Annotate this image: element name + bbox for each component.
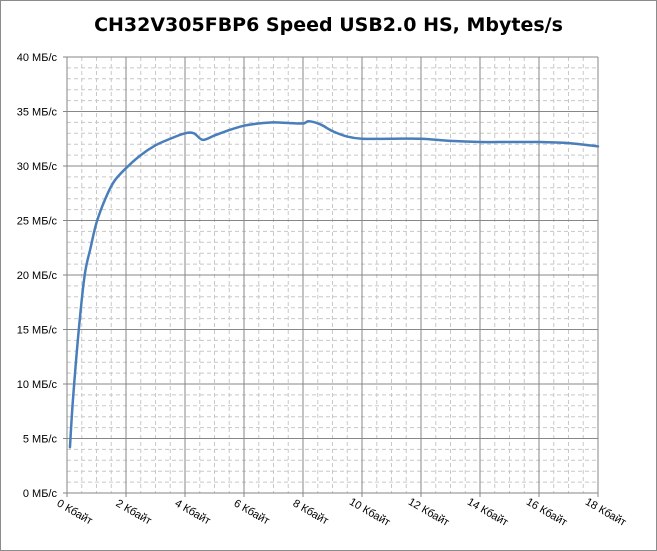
y-tick-label: 10 МБ/с [17,379,58,391]
x-tick-label: 4 Кбайт [173,497,213,527]
x-tick-label: 18 Кбайт [583,496,628,529]
y-tick-label: 5 МБ/с [23,434,58,446]
axes [63,56,599,497]
series-line [68,120,600,449]
chart-title: CH32V305FBP6 Speed USB2.0 HS, Mbytes/s [94,14,563,36]
y-tick-label: 40 МБ/с [17,52,58,64]
x-tick-label: 0 Кбайт [55,497,95,527]
x-tick-label: 16 Кбайт [524,496,569,529]
y-tick-label: 15 МБ/с [17,325,58,337]
y-tick-label: 20 МБ/с [17,270,58,282]
x-tick-labels: 0 Кбайт 2 Кбайт 4 Кбайт 6 Кбайт 8 Кбайт 10 Кб… [55,496,628,529]
y-tick-label: 35 МБ/с [17,107,58,119]
y-tick-label: 0 МБ/с [23,488,58,500]
x-tick-label: 8 Кбайт [291,497,331,527]
y-tick-labels: 0 МБ/с 5 МБ/с 10 МБ/с 15 МБ/с 20 МБ/с 25 МБ/с… [17,52,58,500]
x-tick-label: 10 Кбайт [347,496,392,529]
series-group [68,120,600,449]
x-tick-label: 12 Кбайт [406,496,451,529]
y-tick-label: 25 МБ/с [17,216,58,228]
x-tick-label: 14 Кбайт [465,496,510,529]
y-tick-label: 30 МБ/с [17,161,58,173]
x-tick-label: 6 Кбайт [232,497,272,527]
x-tick-label: 2 Кбайт [114,497,154,527]
